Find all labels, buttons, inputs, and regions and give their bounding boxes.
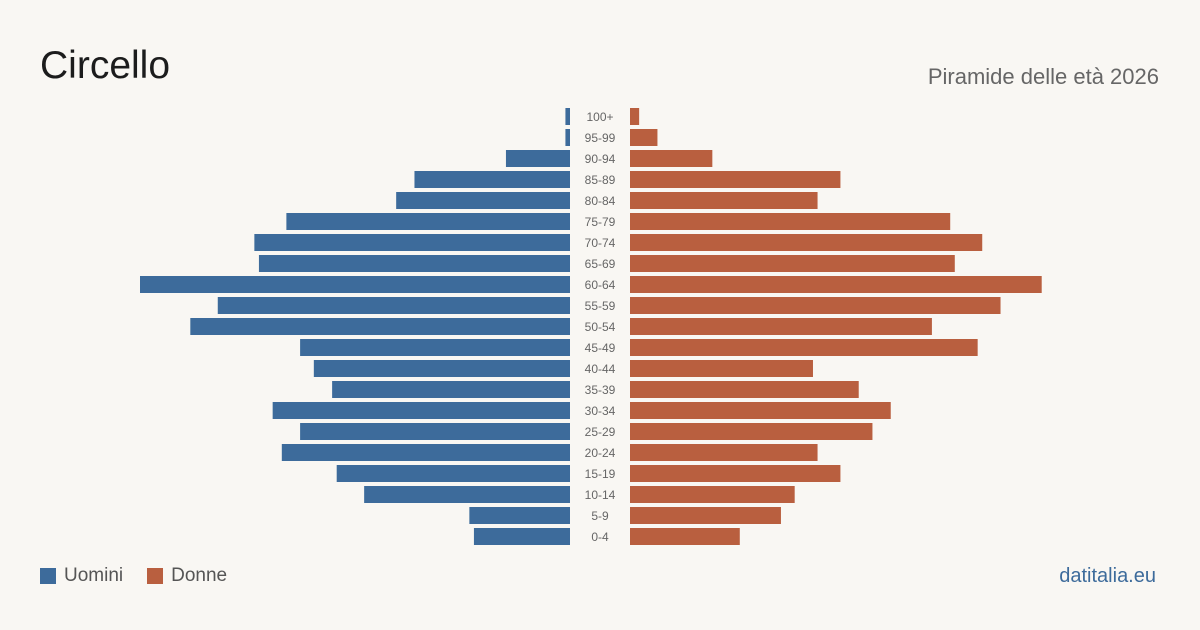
legend: Uomini Donne [40,565,251,587]
age-label-50-54: 50-54 [585,320,616,334]
bar-women-70-74 [630,234,983,251]
age-label-95-99: 95-99 [585,131,616,145]
age-label-60-64: 60-64 [585,278,616,292]
legend-item-women: Donne [147,565,227,587]
age-label-10-14: 10-14 [585,488,616,502]
bar-women-75-79 [630,213,951,230]
bar-women-50-54 [630,318,932,335]
bar-women-100+ [630,108,640,125]
bar-women-25-29 [630,423,873,440]
bar-women-60-64 [630,276,1042,293]
source-link[interactable]: datitalia.eu [1059,565,1156,587]
age-label-55-59: 55-59 [585,299,616,313]
legend-item-men: Uomini [40,565,123,587]
age-label-70-74: 70-74 [585,236,616,250]
bar-men-55-59 [217,297,570,314]
bar-women-85-89 [630,171,841,188]
bar-men-25-29 [300,423,570,440]
bar-women-10-14 [630,486,795,503]
bar-men-50-54 [190,318,570,335]
bar-men-40-44 [313,360,570,377]
bar-women-45-49 [630,339,978,356]
bar-men-35-39 [332,381,570,398]
bar-women-15-19 [630,465,841,482]
bar-women-80-84 [630,192,818,209]
bar-men-60-64 [140,276,570,293]
bar-women-40-44 [630,360,813,377]
bar-men-20-24 [281,444,570,461]
bar-women-30-34 [630,402,891,419]
legend-label-men: Uomini [64,565,124,586]
bar-men-80-84 [396,192,570,209]
page-title: Circello [40,44,171,87]
bar-men-75-79 [286,213,570,230]
bar-men-70-74 [254,234,571,251]
age-label-35-39: 35-39 [585,383,616,397]
legend-swatch-men [40,568,56,584]
age-label-80-84: 80-84 [585,194,616,208]
bar-men-85-89 [414,171,570,188]
age-label-30-34: 30-34 [585,404,616,418]
bar-men-15-19 [336,465,570,482]
age-label-90-94: 90-94 [585,152,616,166]
chart-subtitle: Piramide delle età 2026 [927,64,1159,89]
bar-men-95-99 [565,129,570,146]
legend-label-women: Donne [171,565,228,586]
age-label-100+: 100+ [586,110,613,124]
bar-men-5-9 [469,507,570,524]
age-label-85-89: 85-89 [585,173,616,187]
age-label-45-49: 45-49 [585,341,616,355]
bar-men-90-94 [505,150,570,167]
age-label-20-24: 20-24 [585,446,616,460]
bar-women-5-9 [630,507,781,524]
age-label-65-69: 65-69 [585,257,616,271]
bar-men-65-69 [258,255,570,272]
bar-men-100+ [565,108,570,125]
age-label-40-44: 40-44 [585,362,616,376]
bar-women-90-94 [630,150,713,167]
age-label-75-79: 75-79 [585,215,616,229]
bar-women-0-4 [630,528,740,545]
bar-women-95-99 [630,129,658,146]
bar-men-10-14 [364,486,570,503]
bar-women-35-39 [630,381,859,398]
age-label-25-29: 25-29 [585,425,616,439]
bar-men-0-4 [473,528,570,545]
legend-swatch-women [147,568,164,584]
bar-women-55-59 [630,297,1001,314]
bar-women-20-24 [630,444,818,461]
bar-men-30-34 [272,402,570,419]
age-label-15-19: 15-19 [585,467,616,481]
age-label-0-4: 0-4 [591,530,609,544]
bar-women-65-69 [630,255,955,272]
age-label-5-9: 5-9 [591,509,609,523]
bar-men-45-49 [300,339,570,356]
